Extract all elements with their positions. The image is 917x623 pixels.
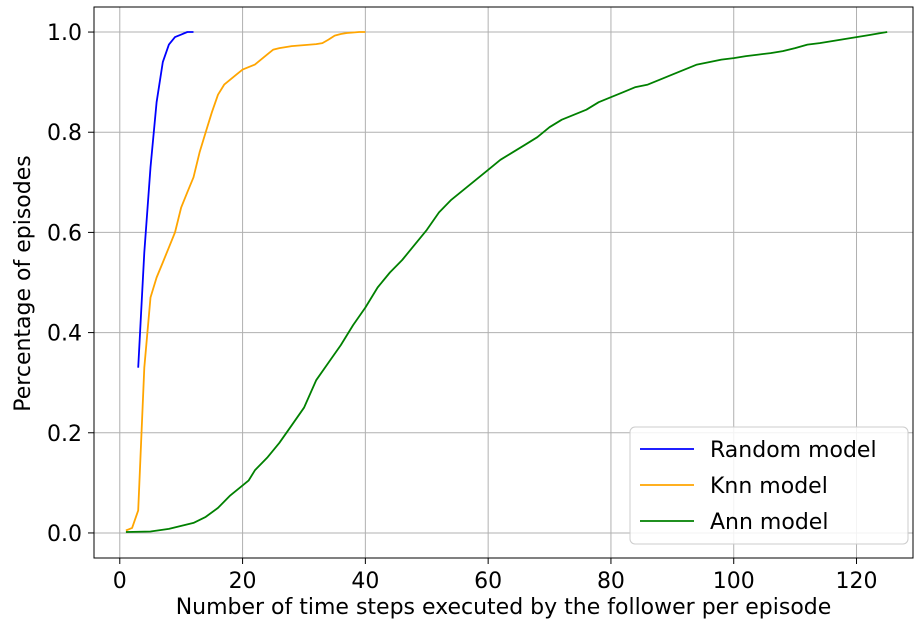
x-axis-label: Number of time steps executed by the fol… [176,595,832,620]
series-lines [125,31,888,533]
x-tick-label: 100 [713,569,755,594]
x-tick-label: 60 [474,569,502,594]
legend-box [629,426,909,545]
x-tick-label: 40 [351,569,379,594]
y-tick-label: 0.0 [47,522,82,547]
x-tick-label: 120 [836,569,878,594]
series-line-0 [137,31,194,368]
y-tick-label: 0.2 [47,422,82,447]
legend-label-0: Random model [710,438,877,463]
grid [94,7,913,558]
legend: Random model Knn model Ann model [629,426,909,545]
x-tick-label: 20 [229,569,257,594]
legend-label-1: Knn model [710,474,828,499]
y-tick-label: 1.0 [47,21,82,46]
x-axis-ticks: 0 20 40 60 80 100 120 [113,558,878,594]
series-line-1 [125,31,366,532]
plot-frame [93,6,914,559]
x-tick-label: 80 [597,569,625,594]
y-axis-ticks: 0.0 0.2 0.4 0.6 0.8 1.0 [47,21,94,547]
y-axis-label: Percentage of episodes [11,155,36,411]
series-line-2 [125,31,888,533]
y-tick-label: 0.8 [47,121,82,146]
y-tick-label: 0.4 [47,322,82,347]
x-tick-label: 0 [113,569,127,594]
y-tick-label: 0.6 [47,221,82,246]
legend-label-2: Ann model [710,510,828,535]
